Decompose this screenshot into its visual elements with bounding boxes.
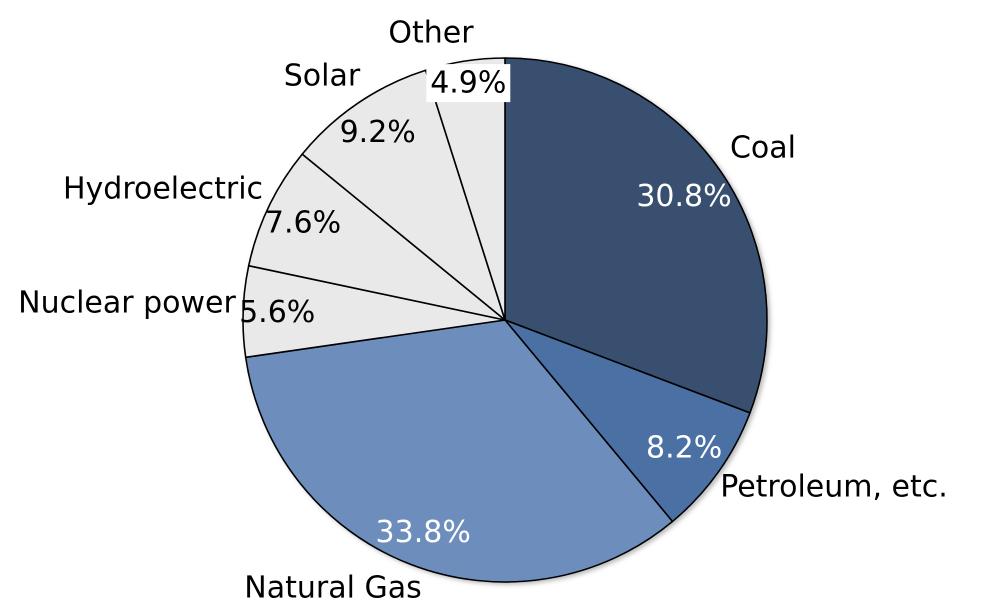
slice-value-label-hydroelectric: 7.6% (265, 206, 341, 241)
slice-value-label-natural-gas: 33.8% (376, 515, 471, 550)
slice-category-label-natural-gas: Natural Gas (244, 571, 421, 606)
pie-slice-natural-gas (244, 319, 674, 583)
pie-slice-petroleum-etc (504, 319, 751, 523)
slice-value-label-solar: 9.2% (340, 115, 416, 150)
pie-labels: 30.8% Coal 8.2% Petroleum, etc. 33.8% Natural… (18, 16, 948, 606)
slice-value-label-nuclear-power: 5.6% (239, 295, 315, 330)
pie-slices (242, 57, 768, 583)
slice-category-label-solar: Solar (284, 59, 361, 94)
pie-slice-other (424, 57, 506, 321)
slice-category-label-hydroelectric: Hydroelectric (63, 172, 263, 207)
value-label-background-other (426, 64, 511, 103)
slice-category-label-petroleum-etc: Petroleum, etc. (720, 470, 948, 505)
slice-category-label-other: Other (388, 16, 474, 51)
slice-value-label-coal: 30.8% (636, 179, 731, 214)
slice-value-label-petroleum-etc: 8.2% (646, 430, 722, 465)
pie-slice-coal (504, 57, 768, 414)
pie-slice-solar (301, 69, 506, 321)
slice-category-label-coal: Coal (730, 131, 796, 166)
pie-slice-hydroelectric (247, 153, 506, 321)
slice-category-label-nuclear-power: Nuclear power (18, 286, 236, 321)
slice-value-label-other: 4.9% (430, 66, 506, 101)
